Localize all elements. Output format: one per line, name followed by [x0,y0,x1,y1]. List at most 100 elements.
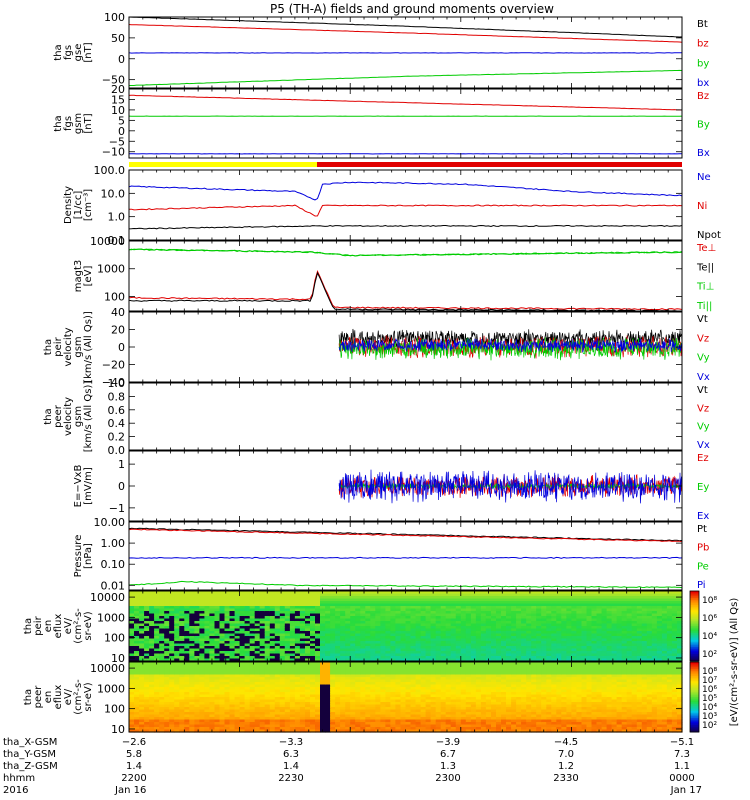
peir-spectrogram-cell [325,636,331,640]
peir-spectrogram-cell [199,633,205,637]
peir-spectrogram-cell [214,621,221,625]
peir-spectrogram-cell [435,613,442,617]
peir-spectrogram-cell [149,598,155,602]
peir-spectrogram-cell [129,653,135,657]
peir-spectrogram-cell [511,606,517,610]
peir-spectrogram-cell [385,596,391,600]
peir-spectrogram-cell [299,591,306,595]
peir-spectrogram-cell [279,628,286,632]
peir-spectrogram-cell [239,658,246,662]
peir-spectrogram-cell [169,641,175,645]
peir-spectrogram-cell [325,598,331,602]
peir-spectrogram-cell [234,601,241,605]
peir-spectrogram-cell [400,591,407,595]
peir-spectrogram-cell [516,631,522,635]
peir-spectrogram-cell [219,613,226,617]
peir-spectrogram-cell [305,608,311,612]
peir-spectrogram-cell [315,623,321,627]
peir-spectrogram-cell [440,618,447,622]
peir-spectrogram-cell [134,608,140,612]
peir-spectrogram-cell [420,628,427,632]
peir-spectrogram-cell [164,633,170,637]
peir-spectrogram-cell [425,651,432,655]
peer-velocity-ylabel-line: velocity [63,397,74,436]
peir-spectrogram-cell [315,643,321,647]
peir-spectrogram-cell [501,596,507,600]
peir-spectrogram-cell [244,606,251,610]
peir-spectrogram-cell [164,656,170,660]
peir-spectrogram-cell [385,656,391,660]
peir-spectrogram-cell [496,606,502,610]
peir-spectrogram-cell [455,593,462,597]
peir-spectrogram-cell [134,621,140,625]
peir-spectrogram-cell [430,601,437,605]
peir-spectrogram-cell [410,606,417,610]
peir-spectrogram-cell [289,638,296,642]
peir-spectrogram-cell [179,613,185,617]
peir-spectrogram-cell [345,641,351,645]
peir-spectrogram-cell [299,593,306,597]
peir-spectrogram-cell [450,636,457,640]
peir-spectrogram-cell [254,608,261,612]
peir-spectrogram-cell [440,606,447,610]
peir-spectrogram-cell [365,601,371,605]
peir-spectrogram-cell [516,641,522,645]
peir-spectrogram-cell [395,631,401,635]
peir-spectrogram-cell [325,613,331,617]
peir-spectrogram-cell [214,623,221,627]
peir-spectrogram-cell [501,601,507,605]
peir-spectrogram-cell [259,651,266,655]
peir-spectrogram-cell [284,596,291,600]
peir-spectrogram-cell [445,621,452,625]
peir-spectrogram-cell [330,651,336,655]
peir-spectrogram-cell [224,636,231,640]
peir-spectrogram-cell [340,643,346,647]
peir-spectrogram-cell [511,648,517,652]
peir-spectrogram-cell [440,613,447,617]
peir-spectrogram-cell [480,653,487,657]
peir-spectrogram-cell [179,618,185,622]
peir-spectrogram-cell [465,598,472,602]
peir-spectrogram-cell [491,591,497,595]
peir-spectrogram-cell [360,621,366,625]
peir-spectrogram-cell [365,591,371,595]
peir-spectrogram-cell [144,616,150,620]
peir-spectrogram-cell [129,626,135,630]
peir-spectrogram-cell [184,658,190,662]
peir-spectrogram-cell [249,631,256,635]
peir-spectrogram-cell [355,653,361,657]
peir-spectrogram-cell [455,626,462,630]
peir-spectrogram-cell [350,653,356,657]
peir-spectrogram-cell [209,611,215,615]
peir-spectrogram-cell [501,618,507,622]
peir-spectrogram-cell [340,613,346,617]
peir-spectrogram-cell [194,593,200,597]
peir-spectrogram-cell [189,636,195,640]
peir-spectrogram-cell [129,628,135,632]
peir-spectrogram-cell [390,591,396,595]
peir-spectrogram-cell [310,591,316,595]
peir-spectrogram-cell [189,596,195,600]
peir-spectrogram-cell [496,623,502,627]
peir-spectrogram-cell [405,641,412,645]
peir-spectrogram-cell [279,611,286,615]
peir-spectrogram-cell [234,656,241,660]
peir-spectrogram-cell [154,643,160,647]
peir-spectrogram-cell [420,606,427,610]
peir-spectrogram-cell [284,606,291,610]
peir-spectrogram-cell [335,598,341,602]
peir-spectrogram-cell [480,598,487,602]
peir-spectrogram-cell [385,591,391,595]
peir-spectrogram-cell [475,606,482,610]
peir-spectrogram-cell [516,613,522,617]
peir-spectrogram-cell [310,641,316,645]
peir-spectrogram-cell [470,651,477,655]
peir-spectrogram-cell [154,633,160,637]
peir-spectrogram-cell [420,643,427,647]
peir-spectrogram-cell [139,651,145,655]
peir-spectrogram-cell [435,641,442,645]
fgs-gsm-tick-label: 5 [118,114,125,127]
peir-spectrogram-cell [405,606,412,610]
peir-spectrogram-cell [385,611,391,615]
peir-spectrogram-cell [496,641,502,645]
